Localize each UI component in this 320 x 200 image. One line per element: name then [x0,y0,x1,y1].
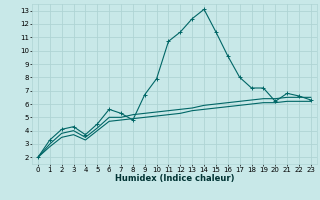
X-axis label: Humidex (Indice chaleur): Humidex (Indice chaleur) [115,174,234,183]
